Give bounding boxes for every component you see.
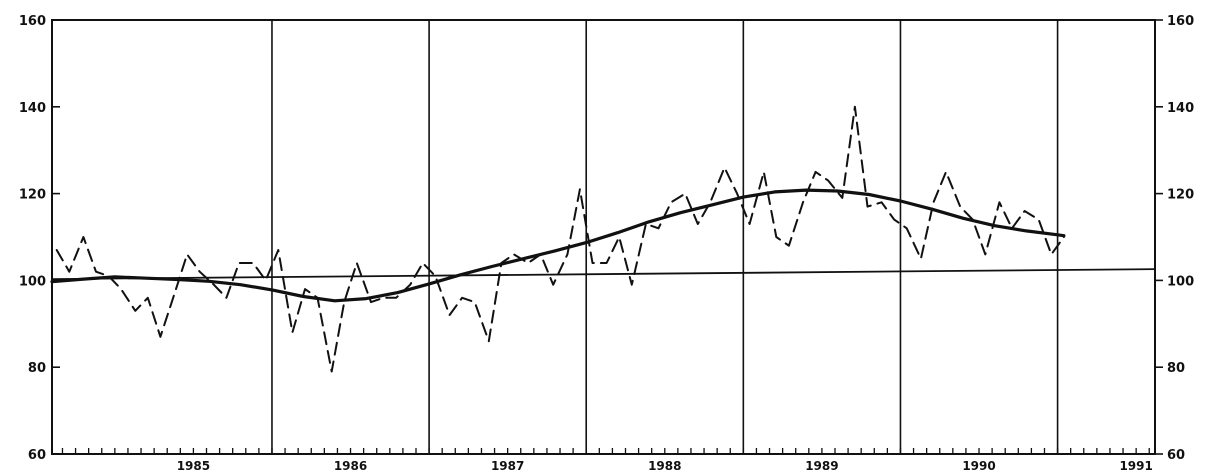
year-gridlines [271,20,1059,454]
y-tick-label-left: 140 [19,101,46,116]
x-year-label: 1985 [177,459,210,473]
reference-line-layer [51,268,1156,280]
y-tick-label-left: 160 [19,14,46,29]
plot-frame [51,19,1156,455]
reference-line [51,268,1156,280]
y-tick-label-right: 160 [1167,14,1194,29]
dashed-series-line [55,105,1065,373]
x-year-label: 1986 [334,459,367,473]
y-tick-label-left: 120 [19,188,46,203]
x-year-label: 1987 [491,459,524,473]
y-tick-label-right: 80 [1167,361,1185,376]
y-tick-label-right: 120 [1167,188,1194,203]
y-tick-label-left: 100 [19,274,46,289]
x-year-label: 1990 [962,459,995,473]
y-tick-label-right: 140 [1167,101,1194,116]
y-tick-label-right: 60 [1167,448,1185,463]
y-tick-label-left: 80 [28,361,46,376]
y-tick-label-right: 100 [1167,274,1194,289]
x-year-label: 1991 [1119,459,1152,473]
plot-border [51,19,1156,455]
x-year-label: 1988 [648,459,681,473]
series-layer [50,105,1066,373]
y-tick-label-left: 60 [28,448,46,463]
axis-layer: 60 80 100 120 140 160 60 80 100 120 140 160 1985 1986… [19,14,1194,473]
smooth-trend-line [50,188,1066,303]
x-year-label: 1989 [805,459,838,473]
